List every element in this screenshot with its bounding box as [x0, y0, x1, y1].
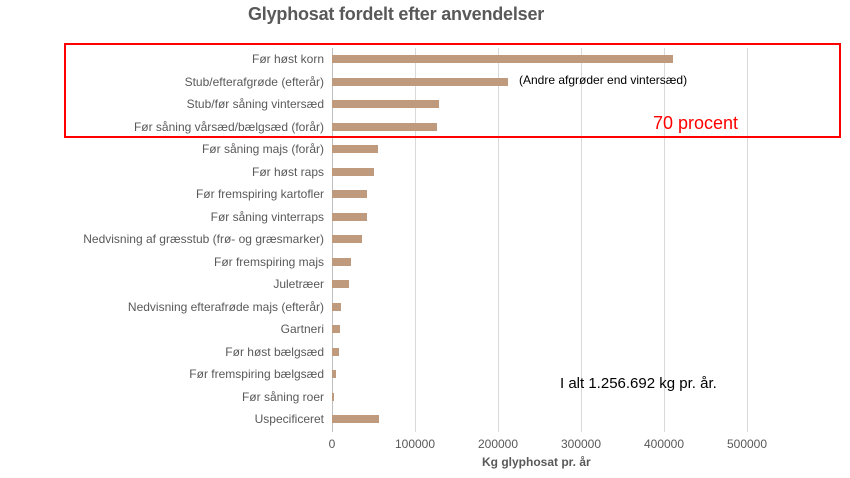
x-tick: 0	[328, 437, 336, 451]
category-label: Før såning vårsæd/bælgsæd (forår)	[133, 119, 324, 134]
category-label: Uspecificeret	[254, 412, 324, 426]
bar-row	[332, 138, 832, 161]
x-tick: 200000	[477, 437, 519, 451]
bar	[332, 257, 352, 266]
bar-row	[332, 273, 832, 296]
plot-area	[332, 48, 832, 432]
category-label: Gartneri	[280, 322, 324, 336]
bar-row	[332, 341, 832, 364]
bar-row	[332, 386, 832, 409]
category-label: Før høst raps	[251, 164, 324, 179]
category-label: Før såning majs (forår)	[201, 142, 324, 156]
bar-row	[332, 318, 832, 341]
x-tick: 400000	[643, 437, 685, 451]
gridline-100000	[415, 48, 416, 432]
bar-row	[332, 251, 832, 274]
bar	[332, 392, 335, 401]
bar	[332, 100, 440, 108]
annotation-70-percent: 70 procent	[653, 113, 739, 133]
x-tick: 100000	[394, 437, 436, 451]
bar	[332, 347, 340, 356]
x-axis-label: Kg glyphosat pr. år	[482, 455, 591, 469]
chart-title: Glyphosat fordelt efter anvendelser	[248, 4, 545, 24]
bar	[332, 302, 342, 311]
gridline-200000	[498, 48, 499, 432]
gridline-400000	[664, 48, 665, 432]
bar-row	[332, 206, 832, 229]
bar-row	[332, 363, 832, 386]
bar-row	[332, 408, 832, 431]
category-label: Før høst bælgsæd	[225, 344, 324, 359]
category-label: Før fremspiring majs	[213, 254, 324, 269]
annotation-total: I alt 1.256.692 kg pr. år.	[560, 375, 717, 392]
bar	[332, 77, 508, 86]
category-label: Nedvisning af græsstub (frø- og græsmark…	[83, 232, 324, 246]
bar-row	[332, 71, 832, 94]
gridline-500000	[747, 48, 748, 432]
bar	[332, 235, 362, 243]
bar-row	[332, 183, 832, 206]
category-label: Før fremspiring kartofler	[195, 187, 324, 201]
category-label: Nedvisning efterafrøde majs (efterår)	[127, 299, 324, 314]
bar	[332, 415, 380, 423]
bar	[332, 370, 336, 378]
x-tick: 500000	[726, 437, 768, 451]
category-label: Før fremspiring bælgsæd	[189, 367, 324, 381]
bar	[332, 325, 341, 333]
bar-row	[332, 48, 832, 71]
bar	[332, 280, 349, 288]
category-label: Før høst korn	[251, 52, 324, 66]
bar	[332, 145, 378, 153]
bar	[332, 122, 438, 131]
bar	[332, 190, 367, 198]
bar-row	[332, 161, 832, 184]
category-label: Stub/før såning vintersæd	[186, 97, 324, 111]
category-label: Juletræer	[273, 277, 324, 291]
bar-row	[332, 228, 832, 251]
category-label: Stub/efterafgrøde (efterår)	[184, 74, 324, 89]
category-label: Før såning vinterraps	[210, 209, 324, 224]
bar	[332, 55, 674, 63]
category-label: Før såning roer	[241, 389, 324, 404]
bar-row	[332, 93, 832, 116]
bar-row	[332, 296, 832, 319]
highlight-box	[64, 43, 841, 138]
gridline-300000	[581, 48, 582, 432]
annotation-other-crops: (Andre afgrøder end vintersæd)	[519, 73, 688, 87]
bar	[332, 167, 374, 176]
bar	[332, 212, 367, 221]
x-tick: 300000	[560, 437, 602, 451]
bar-row	[332, 116, 832, 139]
